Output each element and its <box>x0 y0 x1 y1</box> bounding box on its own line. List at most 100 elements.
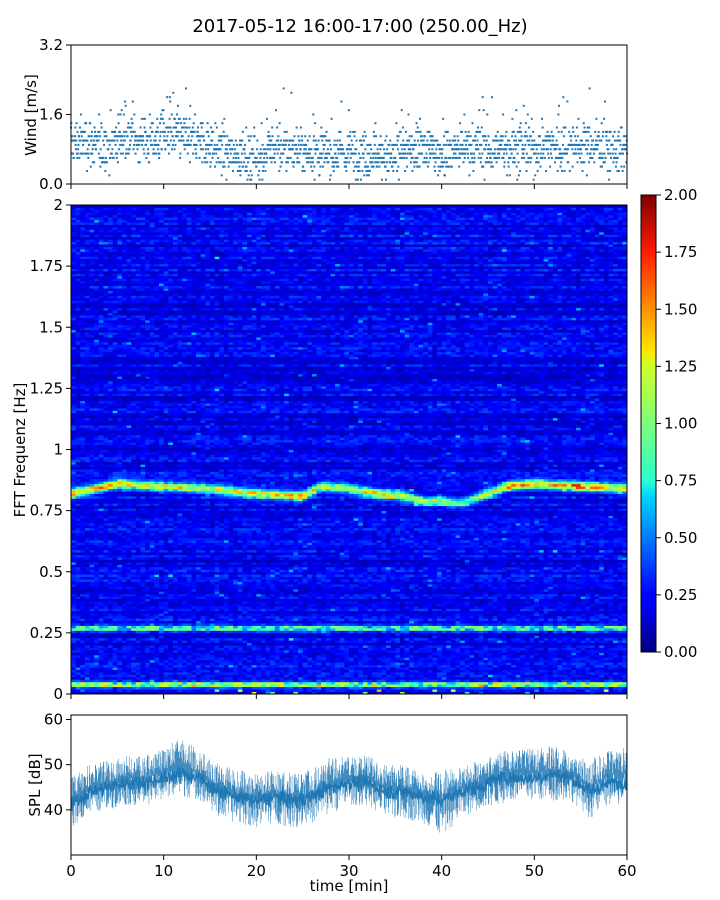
spectrogram-cell <box>89 684 95 688</box>
spectrogram-cell <box>103 459 109 463</box>
spectrogram-cell <box>89 522 95 526</box>
spectrogram-cell <box>89 681 95 685</box>
spectrogram-cell <box>98 557 104 560</box>
wind-point <box>499 135 502 138</box>
spectrogram-cell <box>98 334 104 338</box>
spectrogram-cell <box>75 444 81 448</box>
wind-point <box>367 174 370 177</box>
spectrogram-cell <box>131 664 137 668</box>
wind-point <box>188 126 191 129</box>
spectrogram-cell <box>126 615 132 619</box>
wind-point <box>358 152 361 155</box>
spectrogram-cell <box>71 640 77 644</box>
spectrogram-cell <box>103 662 109 666</box>
spectrogram-cell <box>121 388 127 392</box>
spectrogram-cell <box>80 508 86 512</box>
spectrogram-cell <box>98 354 104 357</box>
spectrogram-cell <box>94 427 100 431</box>
spectrogram-cell <box>75 381 81 384</box>
wind-point <box>145 143 148 146</box>
spectrogram-cell <box>131 581 137 585</box>
spectrogram-cell <box>131 344 137 348</box>
spectrogram-cell <box>75 583 81 587</box>
spectrogram-cell <box>98 662 104 666</box>
spectrogram-cell <box>117 246 123 250</box>
spectrogram-cell <box>112 476 118 480</box>
spectrogram-cell <box>80 366 86 370</box>
wind-point <box>547 152 550 155</box>
spectrogram-cell <box>98 361 104 365</box>
spectrogram-cell <box>112 601 118 604</box>
spectrogram-cell <box>108 515 114 519</box>
spectrogram-cell <box>108 481 114 485</box>
spectrogram-cell <box>121 278 127 282</box>
spectrogram-cell <box>71 319 77 323</box>
spectrogram-cell <box>84 275 90 279</box>
spectrogram-cell <box>140 588 146 592</box>
spectrogram-cell <box>131 236 137 240</box>
spectrogram-cell <box>80 640 86 644</box>
wind-point <box>247 135 250 138</box>
spectrogram-cell <box>140 635 146 639</box>
wind-point <box>443 174 446 177</box>
wind-point <box>111 130 114 133</box>
spectrogram-cell <box>71 615 77 619</box>
spectrogram-cell <box>108 288 114 291</box>
spectrogram-cell <box>103 681 109 685</box>
wind-point <box>500 148 503 151</box>
wind-point <box>143 126 146 129</box>
spectrogram-cell <box>89 227 95 230</box>
spectrogram-cell <box>108 351 114 355</box>
wind-point <box>568 169 571 172</box>
spectrogram-cell <box>131 222 137 225</box>
wind-point <box>103 135 106 138</box>
wind-point <box>205 152 208 155</box>
spectrogram-cell <box>135 627 141 631</box>
spectrogram-cell <box>80 256 86 260</box>
spectrogram-cell <box>131 205 137 208</box>
spectrogram-cell <box>84 373 90 377</box>
spectrogram-cell <box>80 376 86 379</box>
spectrogram-cell <box>103 385 109 389</box>
spectrogram-cell <box>103 280 109 284</box>
wind-point <box>508 148 511 151</box>
wind-point <box>543 156 546 159</box>
spectrogram-cell <box>75 608 81 612</box>
spectrogram-cell <box>103 481 109 485</box>
spectrogram-cell <box>108 346 114 350</box>
spectrogram-cell <box>135 337 141 340</box>
spectrogram-cell <box>84 249 90 252</box>
wind-point <box>171 148 174 151</box>
spectrogram-cell <box>135 598 141 602</box>
spectrogram-cell <box>112 253 118 257</box>
wind-point <box>158 152 161 155</box>
wind-point <box>590 143 593 146</box>
spectrogram-cell <box>131 349 137 353</box>
wind-point <box>209 161 212 164</box>
spectrogram-cell <box>84 645 90 648</box>
wind-point <box>399 156 402 159</box>
spectrogram-cell <box>108 630 114 634</box>
wind-point <box>581 169 584 172</box>
spectrogram-cell <box>75 605 81 609</box>
wind-point <box>372 156 375 159</box>
spectrogram-cell <box>94 217 100 221</box>
spectrogram-cell <box>112 608 118 612</box>
spectrogram-cell <box>108 576 114 580</box>
wind-point <box>536 169 539 172</box>
spectrogram-cell <box>80 363 86 367</box>
wind-point <box>333 143 336 146</box>
spectrogram-cell <box>84 234 90 238</box>
spectrogram-cell <box>98 686 104 690</box>
spectrogram-cell <box>135 346 141 350</box>
spectrogram-cell <box>131 385 137 389</box>
wind-point <box>546 135 549 138</box>
wind-point <box>561 169 564 172</box>
spectrogram-cell <box>131 642 137 646</box>
spectrogram-cell <box>121 246 127 250</box>
spectrogram-cell <box>140 513 146 516</box>
wind-point <box>385 161 388 164</box>
spectrogram-cell <box>131 295 137 299</box>
spectrogram-cell <box>108 361 114 365</box>
wind-point <box>172 126 175 129</box>
